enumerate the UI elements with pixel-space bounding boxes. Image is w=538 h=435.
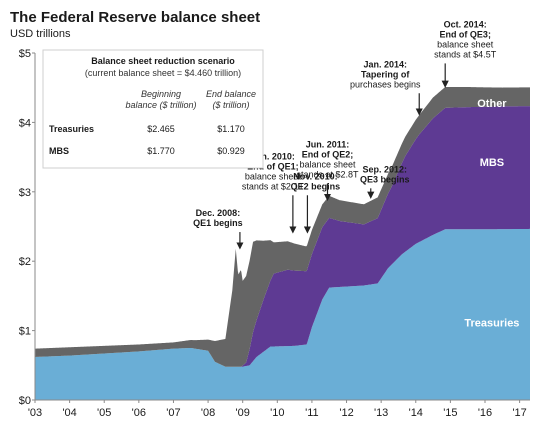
- annotation-text: Nov. 2010:: [293, 171, 337, 181]
- x-tick-label: '09: [236, 407, 250, 419]
- annotation-text: Jun. 2010:: [251, 151, 295, 161]
- area-label-treasuries: Treasuries: [464, 317, 519, 329]
- annotation-text: Tapering of: [361, 69, 410, 79]
- area-series-mbs: [35, 106, 530, 367]
- annotation-text: End of QE3;: [439, 29, 491, 39]
- x-tick-label: '11: [305, 407, 319, 419]
- annotation-2: Jun. 2010:End of QE1;balance sheetstands…: [242, 151, 305, 234]
- y-tick-label: $0: [19, 395, 31, 407]
- annotation-text: Sep. 2012:: [363, 164, 408, 174]
- table-cell-beginning: $2.465: [147, 124, 175, 134]
- y-tick-label: $2: [19, 256, 31, 268]
- table-column-header: ($ trillion): [212, 100, 249, 110]
- table-row-label: Treasuries: [49, 124, 94, 134]
- axes: $0 $1 $2 $3 $4 $5 '03 '04 '05 '06 '07 '08 '09 '10 '11 '…: [19, 48, 530, 419]
- chart-subtitle: USD trillions: [10, 28, 71, 40]
- annotation-7: Oct. 2014:End of QE3;balance sheetstands…: [434, 19, 497, 88]
- annotation-text: End of QE2;: [302, 149, 354, 159]
- annotation-text: balance sheet: [437, 39, 494, 49]
- annotation-text: stands at $2.1T: [242, 181, 305, 191]
- x-tick-label: '07: [166, 407, 180, 419]
- x-tick-label: '12: [339, 407, 353, 419]
- annotation-1: Dec. 2008:QE1 begins: [193, 208, 244, 250]
- x-tick-label: '08: [201, 407, 215, 419]
- annotation-text: purchases begins: [350, 79, 421, 89]
- annotation-text: Jun. 2011:: [306, 139, 350, 149]
- y-tick-label: $3: [19, 187, 31, 199]
- annotation-text: Jan. 2014:: [363, 59, 407, 69]
- annotation-text: Oct. 2014:: [444, 19, 487, 29]
- y-tick-label: $4: [19, 117, 31, 129]
- x-tick-label: '03: [28, 407, 42, 419]
- y-tick-label: $1: [19, 326, 31, 338]
- x-tick-label: '17: [512, 407, 526, 419]
- annotation-text: balance sheet: [245, 171, 302, 181]
- x-tick-label: '04: [62, 407, 76, 419]
- table-title: Balance sheet reduction scenario: [91, 56, 235, 66]
- x-tick-label: '15: [443, 407, 457, 419]
- x-tick-label: '14: [409, 407, 423, 419]
- x-tick-label: '10: [270, 407, 284, 419]
- area-label-mbs: MBS: [480, 157, 504, 169]
- annotation-5: Sep. 2012:QE3 begins: [360, 164, 410, 199]
- annotation-text: Dec. 2008:: [196, 208, 241, 218]
- x-tick-label: '06: [132, 407, 146, 419]
- table-column-header: Beginning: [141, 89, 181, 99]
- table-column-header: balance ($ trillion): [125, 100, 196, 110]
- x-tick-label: '13: [374, 407, 388, 419]
- annotation-3: Nov. 2010:QE2 begins: [291, 171, 341, 234]
- y-tick-label: $5: [19, 48, 31, 60]
- area-label-other: Other: [477, 98, 507, 110]
- annotation-text: End of QE1;: [247, 161, 299, 171]
- annotation-text: stands at $4.5T: [434, 49, 497, 59]
- table-subtitle: (current balance sheet = $4.460 trillion…: [85, 68, 241, 78]
- table-box: [42, 49, 264, 169]
- x-tick-label: '05: [97, 407, 111, 419]
- annotation-text: stands at $2.8T: [296, 169, 359, 179]
- plot-area: Other MBS Treasuries: [35, 87, 530, 400]
- reduction-scenario-table: Balance sheet reduction scenario (current…: [42, 49, 264, 169]
- x-tick-label: '16: [478, 407, 492, 419]
- chart-title: The Federal Reserve balance sheet: [10, 9, 260, 26]
- table-cell-beginning: $1.770: [147, 146, 175, 156]
- table-column-header: End balance: [206, 89, 256, 99]
- table-row-label: MBS: [49, 146, 69, 156]
- annotation-4: Jun. 2011:End of QE2;balance sheetstands…: [296, 139, 359, 201]
- table-cell-end: $0.929: [217, 146, 245, 156]
- table-cell-end: $1.170: [217, 124, 245, 134]
- annotation-text: QE3 begins: [360, 174, 410, 184]
- area-series-treasuries: [35, 228, 530, 400]
- annotation-text: balance sheet: [299, 159, 356, 169]
- annotation-text: QE2 begins: [291, 181, 341, 191]
- annotation-text: QE1 begins: [193, 218, 243, 228]
